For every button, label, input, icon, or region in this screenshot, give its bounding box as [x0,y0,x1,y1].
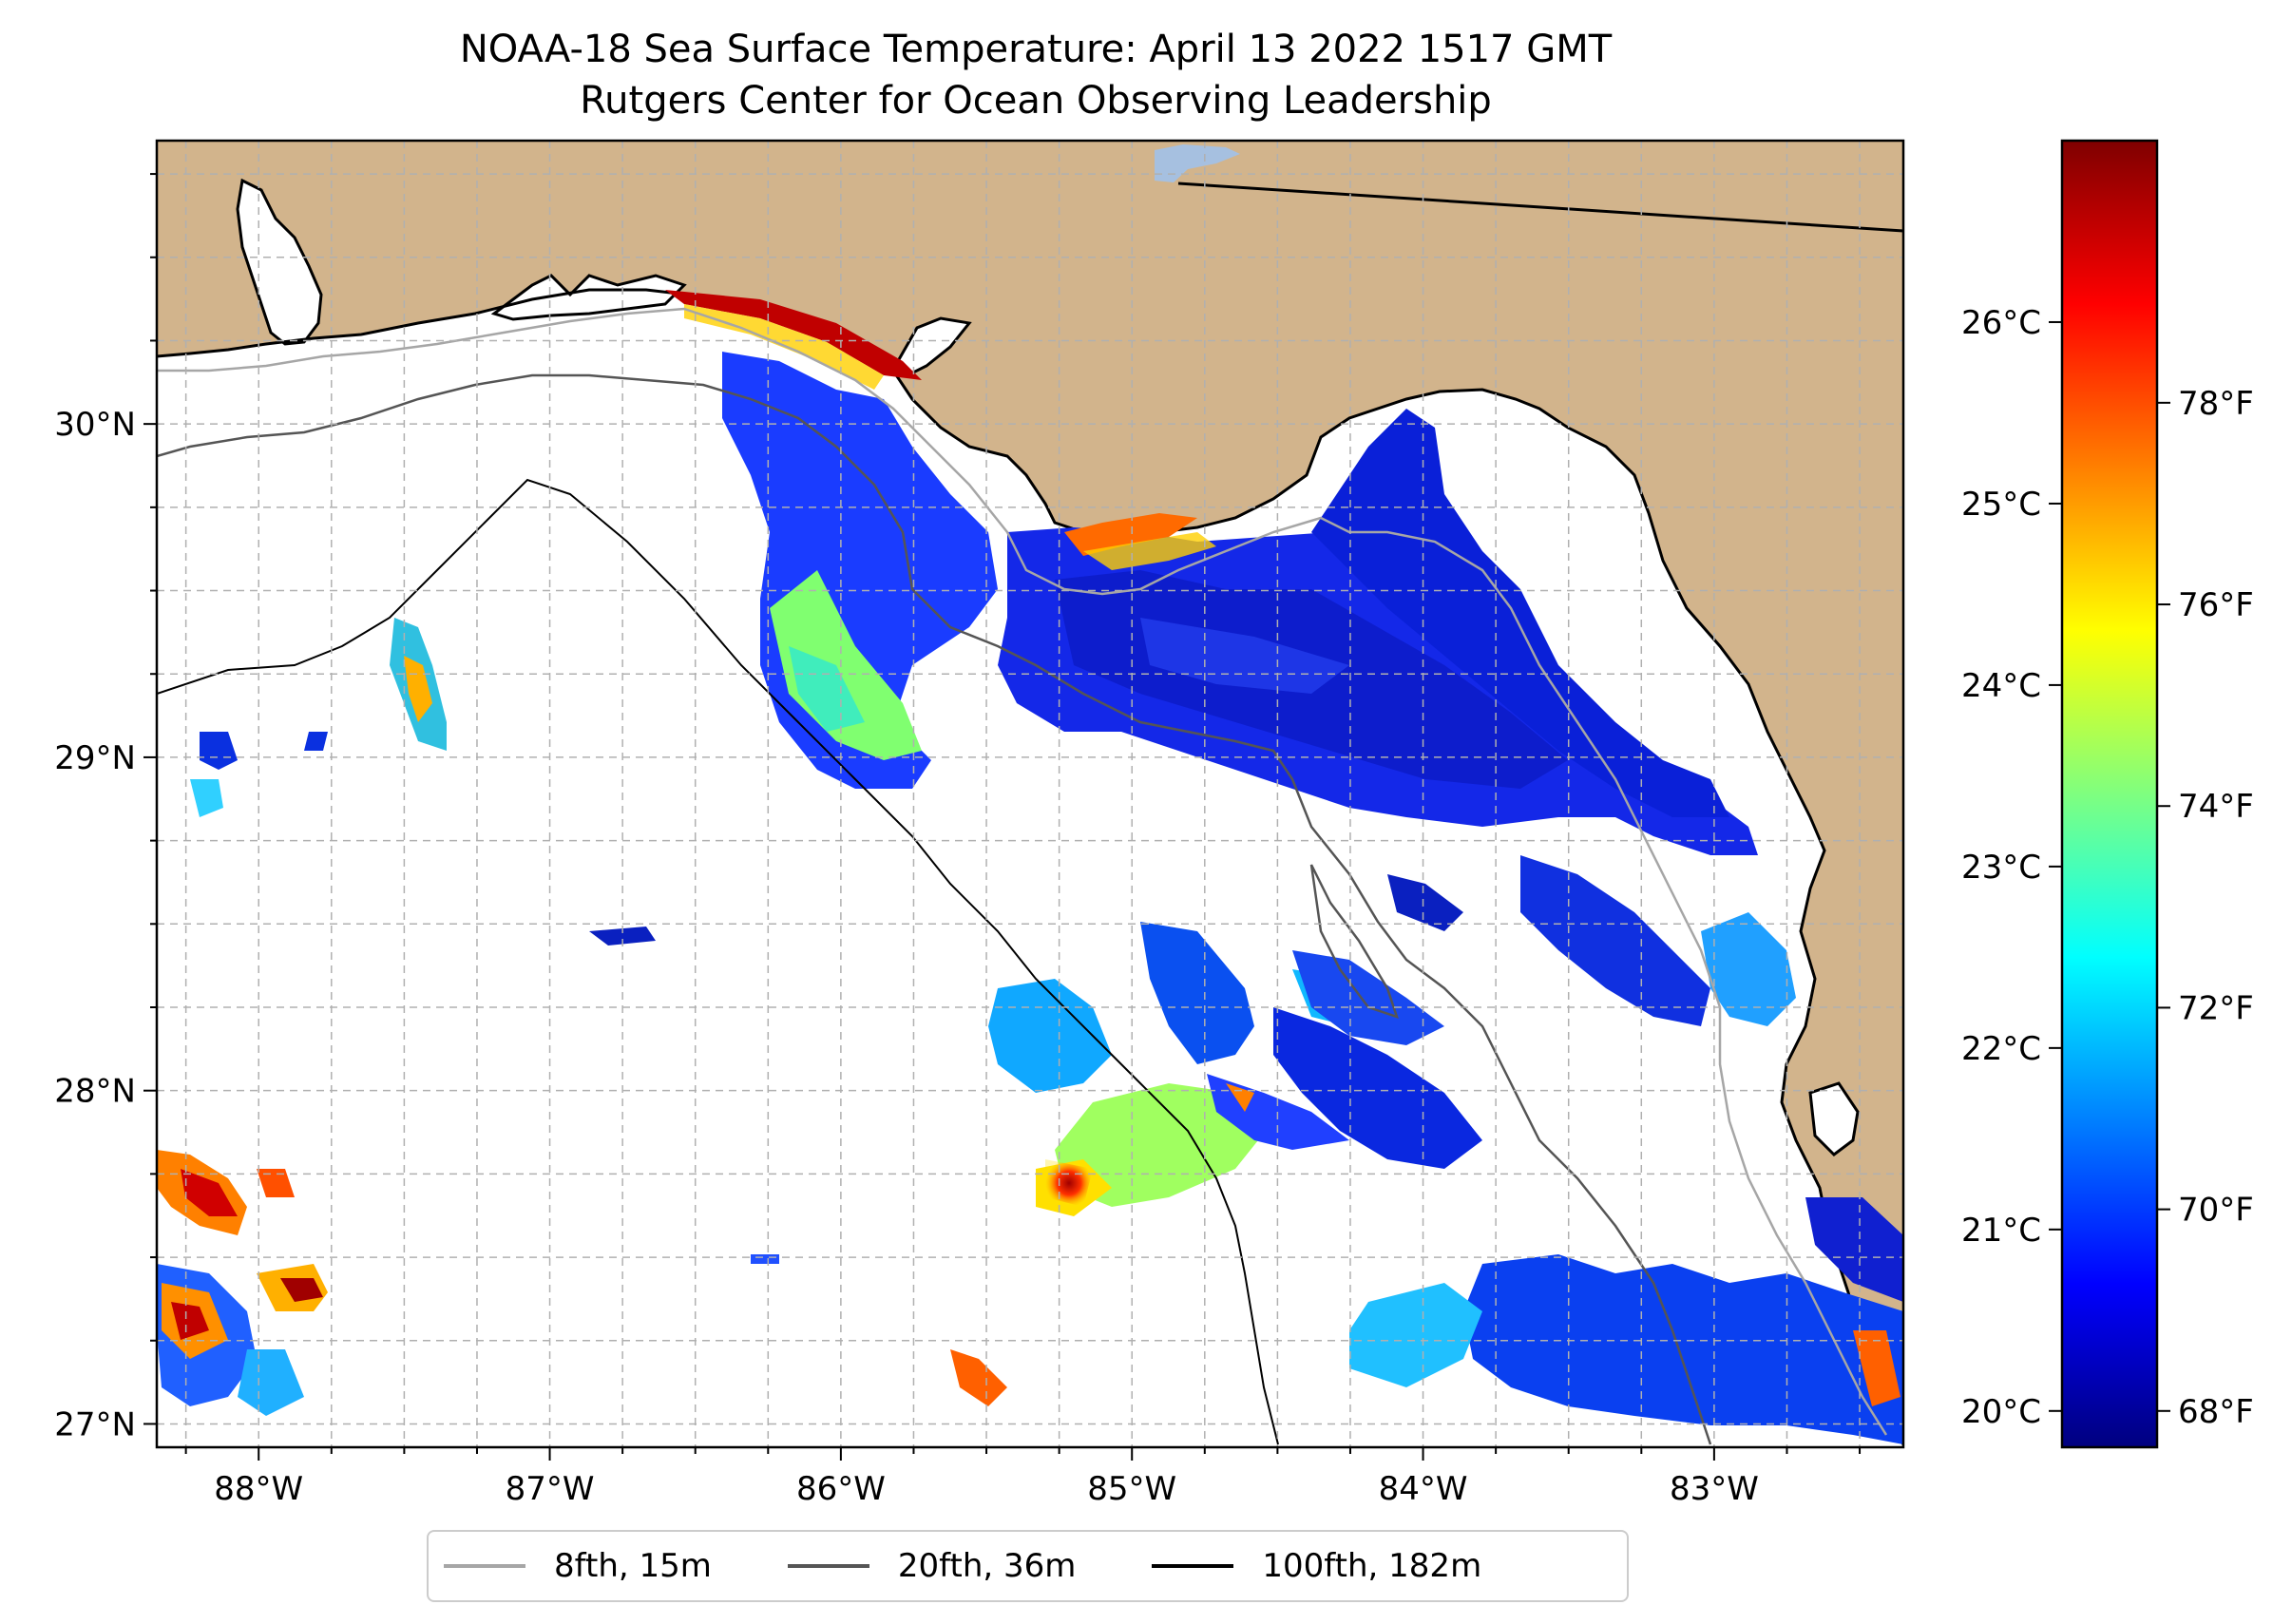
colorbar-celsius-label: 20°C [1961,1393,2041,1431]
legend-line-100fth [1152,1564,1234,1568]
x-tick-label: 83°W [1670,1470,1759,1508]
gridlines [157,141,1903,1447]
colorbar-celsius-label: 23°C [1961,849,2041,887]
map-frame [155,139,1905,1449]
legend-item-20fth: 20fth, 36m [787,1547,1077,1585]
x-tick-label: 86°W [796,1470,886,1508]
x-tick-label: 87°W [506,1470,595,1508]
tampa-bay [1808,1081,1860,1156]
legend-item-8fth: 8fth, 15m [444,1547,712,1585]
isobath-8fth [157,307,1888,1436]
y-tick-label: 27°N [54,1405,136,1443]
x-tick-label: 84°W [1379,1470,1468,1508]
colorbar-fahrenheit-label: 74°F [2178,788,2254,826]
colorbar-celsius-label: 24°C [1961,667,2041,705]
land-mass [157,141,1903,1444]
colorbar [2060,139,2159,1449]
legend-line-8fth [444,1564,525,1568]
colorbar-fahrenheit-label: 76°F [2178,586,2254,624]
colorbar-celsius-label: 26°C [1961,304,2041,342]
y-tick-label: 28°N [54,1073,136,1111]
y-tick-label: 30°N [54,406,136,444]
colorbar-fahrenheit-label: 72°F [2178,989,2254,1027]
colorbar-celsius-label: 21°C [1961,1212,2041,1250]
chart-subtitle: Rutgers Center for Ocean Observing Leade… [580,79,1492,123]
legend: 8fth, 15m 20fth, 36m 100fth, 182m [427,1530,1629,1602]
isobath-100fth [157,478,1279,1445]
sst-data [157,290,1903,1444]
chart-title: NOAA-18 Sea Surface Temperature: April 1… [459,28,1613,71]
legend-label-8fth: 8fth, 15m [554,1547,712,1585]
colorbar-fahrenheit-label: 78°F [2178,385,2254,423]
panhandle-bays [490,274,687,321]
x-tick-label: 85°W [1087,1470,1176,1508]
coastline [157,288,1903,1445]
colorbar-fahrenheit-label: 68°F [2178,1393,2254,1431]
y-tick-label: 29°N [54,739,136,777]
legend-label-20fth: 20fth, 36m [897,1547,1077,1585]
colorbar-fahrenheit-label: 70°F [2178,1192,2254,1230]
legend-line-20fth [787,1564,869,1568]
lake [1155,144,1240,182]
x-tick-label: 88°W [214,1470,303,1508]
legend-label-100fth: 100fth, 182m [1262,1547,1482,1585]
colorbar-celsius-label: 22°C [1961,1030,2041,1068]
colorbar-celsius-label: 25°C [1961,486,2041,524]
state-border [1177,182,1903,233]
legend-item-100fth: 100fth, 182m [1152,1547,1481,1585]
